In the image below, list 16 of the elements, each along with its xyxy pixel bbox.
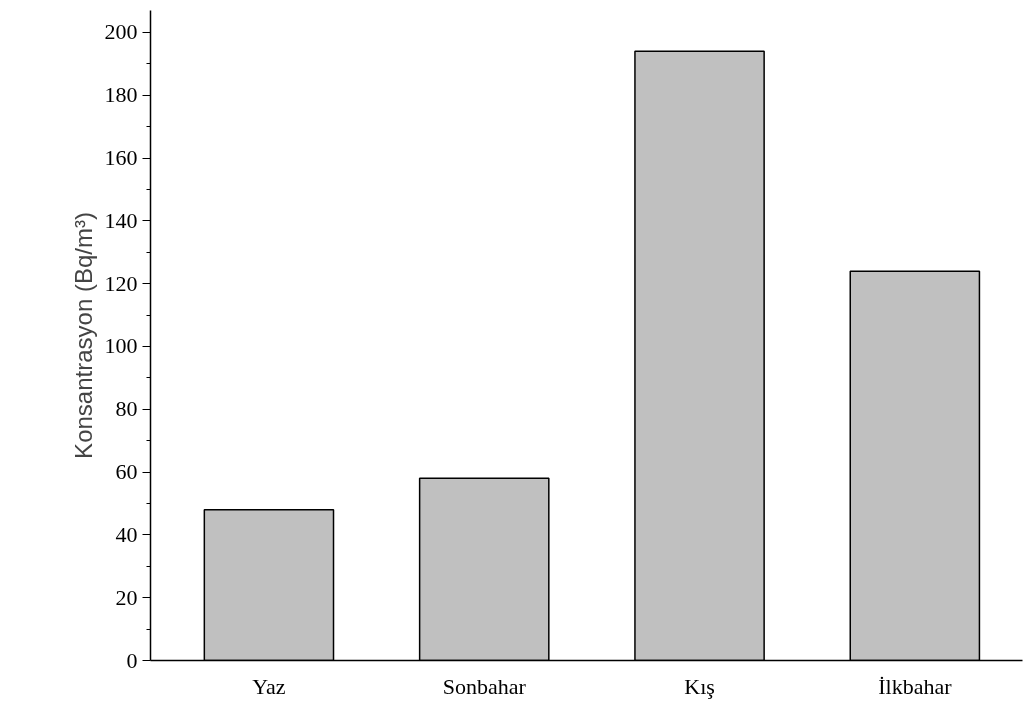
y-tick-label: 180: [104, 82, 138, 108]
x-tick-label: İlkbahar: [878, 673, 953, 699]
y-tick-label: 40: [115, 521, 138, 547]
x-tick-label: Sonbahar: [442, 673, 527, 699]
x-tick-label: Yaz: [252, 673, 286, 699]
y-tick-label: 120: [104, 270, 138, 296]
x-tick-label: Kış: [684, 673, 715, 699]
y-tick-label: 160: [104, 145, 138, 171]
y-tick-label: 200: [104, 19, 138, 45]
y-tick-label: 20: [115, 584, 138, 610]
y-axis-title: Konsantrasyon (Bq/m³): [69, 212, 97, 459]
y-tick-label: 80: [115, 396, 138, 422]
y-tick-label: 140: [104, 207, 138, 233]
y-tick-label: 60: [115, 459, 138, 485]
y-tick-label: 100: [104, 333, 138, 359]
y-tick-label: 0: [126, 647, 138, 673]
